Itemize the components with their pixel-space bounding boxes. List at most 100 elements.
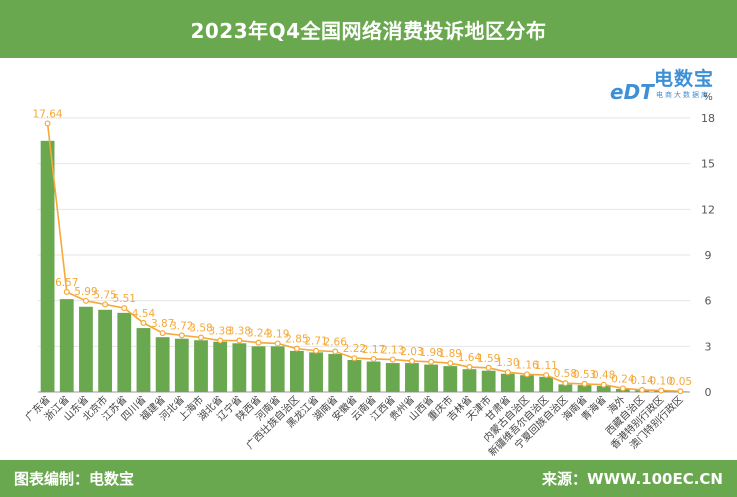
line-point: [485, 364, 492, 371]
bar: [59, 299, 74, 392]
line-point: [255, 339, 262, 346]
bar: [558, 384, 573, 392]
bar: [462, 369, 477, 392]
y-unit-label: %: [703, 92, 713, 103]
line-point: [466, 364, 473, 371]
bar: [424, 364, 439, 392]
line-point: [351, 355, 358, 362]
bar: [289, 350, 304, 392]
line-point: [523, 371, 530, 378]
bar: [481, 370, 496, 392]
bar: [385, 363, 400, 392]
line-point: [447, 360, 454, 367]
bar: [596, 385, 611, 392]
data-label: 2.71: [304, 336, 327, 348]
line-point: [293, 345, 300, 352]
line-point: [159, 330, 166, 337]
line-point: [428, 358, 435, 365]
line-point: [198, 334, 205, 341]
line-point: [102, 301, 109, 308]
bar: [328, 353, 343, 392]
y-tick-label: 12: [701, 203, 715, 216]
line-point: [408, 358, 415, 365]
bar: [194, 340, 208, 392]
line-point: [63, 288, 70, 295]
line-point: [370, 355, 377, 362]
bar: [174, 338, 189, 392]
data-label: 3.38: [208, 326, 231, 338]
y-tick-label: 9: [705, 249, 712, 262]
data-label: 0.14: [630, 375, 654, 387]
bar: [347, 360, 362, 392]
bar: [251, 346, 266, 392]
footer-source: 来源：WWW.100EC.CN: [542, 470, 723, 488]
data-label: 0.24: [611, 373, 635, 385]
line-point: [658, 387, 665, 394]
y-tick-label: 18: [701, 112, 715, 125]
bar: [270, 346, 285, 392]
line-point: [121, 305, 128, 312]
line-point: [677, 388, 684, 395]
line-point: [600, 381, 607, 388]
data-label: 5.51: [113, 293, 136, 305]
line-point: [581, 380, 588, 387]
chart-title: 2023年Q4全国网络消费投诉地区分布: [190, 18, 547, 43]
y-tick-label: 6: [705, 295, 712, 308]
line-point: [332, 348, 339, 355]
line-point: [140, 319, 147, 326]
data-label: 2.17: [362, 344, 385, 356]
data-label: 17.64: [33, 108, 63, 120]
logo-name: 电数宝: [654, 68, 715, 90]
footer-credit: 图表编制：电数宝: [14, 470, 135, 488]
bar: [366, 361, 381, 392]
bar: [40, 140, 55, 392]
data-label: 0.10: [650, 375, 673, 387]
line-point: [178, 332, 185, 339]
line-point: [274, 340, 281, 347]
data-label: 2.22: [343, 343, 366, 355]
data-label: 3.24: [247, 328, 271, 340]
line-point: [619, 385, 626, 392]
logo-mark: eDT: [610, 80, 654, 104]
bar: [155, 337, 170, 392]
data-label: 2.85: [285, 334, 308, 346]
title-bar: 2023年Q4全国网络消费投诉地区分布: [0, 0, 737, 58]
data-label: 1.98: [419, 347, 442, 359]
data-label: 0.58: [554, 368, 577, 380]
data-label: 3.58: [189, 323, 212, 335]
bar: [443, 366, 458, 392]
data-label: 2.66: [324, 337, 348, 349]
trend-line: [46, 123, 681, 393]
y-tick-label: 0: [705, 386, 712, 399]
line-point: [82, 297, 89, 304]
data-label: 2.13: [381, 345, 404, 357]
y-tick-label: 3: [705, 340, 712, 353]
bar: [98, 309, 113, 392]
chart: 0 3 6 9 12 15 18% 17.64 6.575.995.755.51 4.543.87…: [22, 92, 715, 458]
data-label: 5.99: [74, 286, 97, 298]
logo-subtitle: 电商大数据库: [656, 91, 710, 99]
data-label: 3.72: [170, 320, 193, 332]
bar: [539, 376, 554, 392]
data-label: 1.16: [515, 359, 539, 371]
bar: [232, 343, 247, 392]
data-label: 3.19: [266, 328, 289, 340]
bar: [213, 341, 228, 392]
bar: [309, 352, 323, 392]
bar: [520, 375, 534, 392]
data-label: 3.38: [228, 326, 251, 338]
line-point: [639, 386, 646, 393]
line-point: [217, 337, 224, 344]
line-point: [236, 337, 243, 344]
data-label: 0.53: [573, 369, 596, 381]
data-label: 1.11: [534, 360, 557, 372]
data-label: 5.75: [93, 289, 116, 301]
bar: [117, 312, 132, 392]
data-label: 1.89: [439, 348, 462, 360]
data-label: 4.54: [132, 308, 156, 320]
bar: [405, 363, 419, 392]
line-point: [504, 369, 511, 376]
data-label: 1.59: [477, 353, 500, 365]
line-point: [562, 380, 569, 387]
bar: [79, 306, 93, 392]
